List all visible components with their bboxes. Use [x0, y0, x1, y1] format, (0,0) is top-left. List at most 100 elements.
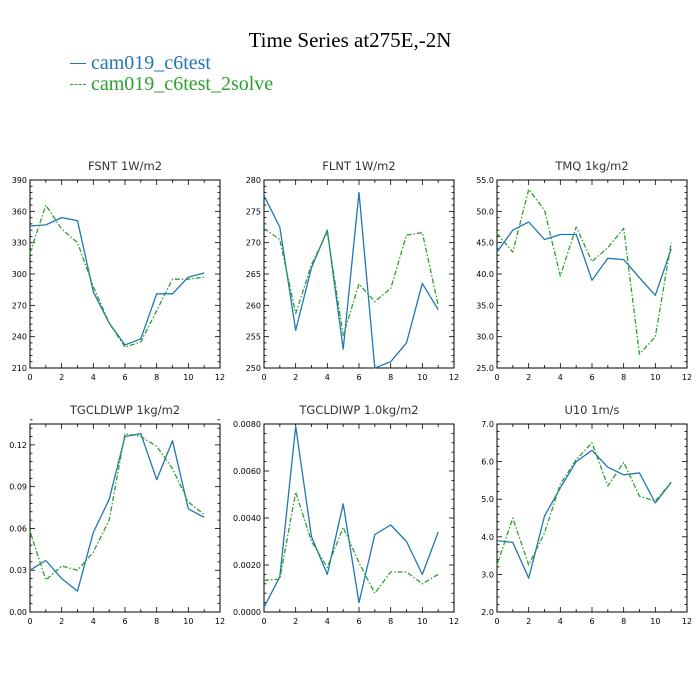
legend-label: cam019_c6test_2solve: [91, 72, 274, 95]
chart-title: TGCLDLWP 1kg/m2: [69, 403, 180, 417]
y-tick-label: 6.0: [481, 458, 494, 467]
y-tick-label: 280: [246, 176, 261, 185]
x-tick-label: 12: [449, 373, 459, 382]
y-tick-label: 3.0: [481, 570, 494, 579]
y-tick-label: 300: [12, 270, 27, 279]
y-tick-label: 0.0040: [233, 514, 261, 523]
x-tick-label: 2: [59, 373, 64, 382]
x-tick-label: 8: [388, 373, 393, 382]
x-tick-label: 4: [558, 373, 563, 382]
x-tick-label: 6: [589, 373, 594, 382]
y-tick-label: 25.0: [476, 364, 494, 373]
series-line-c6test: [29, 433, 205, 592]
y-tick-label: 360: [12, 207, 27, 216]
x-tick-label: 12: [215, 373, 225, 382]
x-tick-label: 0: [494, 617, 499, 626]
x-tick-label: 12: [215, 617, 225, 626]
y-tick-label: 45.0: [476, 239, 494, 248]
plot-frame: [496, 179, 688, 369]
x-tick-label: 4: [558, 617, 563, 626]
x-tick-label: 6: [356, 373, 361, 382]
x-tick-label: 10: [417, 373, 427, 382]
series-line-c6test-2solve: [29, 433, 205, 581]
x-tick-label: 10: [183, 373, 193, 382]
legend-entry-c6test-2solve: cam019_c6test_2solve: [70, 72, 273, 96]
legend-entry-c6test: cam019_c6test: [70, 51, 211, 75]
x-tick-label: 12: [682, 617, 692, 626]
x-tick-label: 4: [325, 373, 330, 382]
x-tick-label: 0: [261, 373, 266, 382]
y-tick-label: 0.0020: [233, 561, 261, 570]
series-line-c6test-2solve: [263, 491, 439, 594]
plot-frame: [29, 423, 221, 613]
x-tick-label: 12: [449, 617, 459, 626]
chart-panel: TGCLDIWP 1.0kg/m2 0 2 4 6 8 10 12 0.0000 0.0020 0.…: [233, 403, 459, 626]
chart-panel: FSNT 1W/m2 0 2 4 6 8 10 12 210 240 270 300 330 360 390: [12, 159, 225, 382]
x-tick-label: 8: [154, 617, 159, 626]
chart-panel: U10 1m/s 0 2 4 6 8 10 12 2.0 3.0 4.0 5.0 6.0 7.0: [481, 403, 692, 626]
y-tick-label: 265: [246, 270, 261, 279]
series-line-c6test-2solve: [496, 442, 672, 566]
series-line-c6test: [496, 221, 672, 296]
x-tick-label: 6: [122, 617, 127, 626]
x-tick-label: 12: [682, 373, 692, 382]
x-tick-label: 10: [183, 617, 193, 626]
y-tick-label: 0.06: [9, 524, 27, 533]
y-tick-label: 240: [12, 333, 27, 342]
chart-panel: FLNT 1W/m2 0 2 4 6 8 10 12 250 255 260 265 270 275 280: [246, 159, 459, 382]
x-tick-label: 2: [293, 373, 298, 382]
y-tick-label: 390: [12, 176, 27, 185]
y-tick-label: 0.03: [9, 566, 27, 575]
y-tick-label: 255: [246, 333, 261, 342]
series-line-c6test-2solve: [496, 188, 672, 355]
x-tick-label: 6: [589, 617, 594, 626]
chart-panel: TGCLDLWP 1kg/m2 0 2 4 6 8 10 12 0.00 0.03 0.06 0.09…: [9, 403, 225, 626]
chart-title: TMQ 1kg/m2: [554, 159, 628, 173]
x-tick-label: 2: [526, 617, 531, 626]
x-tick-label: 8: [388, 617, 393, 626]
y-tick-label: 270: [246, 239, 261, 248]
series-line-c6test: [29, 216, 205, 346]
x-tick-label: 8: [621, 373, 626, 382]
y-tick-label: 0.0080: [233, 420, 261, 429]
chart-title: FLNT 1W/m2: [322, 159, 395, 173]
legend-label: cam019_c6test: [91, 51, 211, 74]
x-tick-label: 10: [650, 373, 660, 382]
x-tick-label: 2: [59, 617, 64, 626]
x-tick-label: 4: [91, 617, 96, 626]
legend-line-solid: [70, 62, 86, 64]
x-tick-label: 4: [91, 373, 96, 382]
x-tick-label: 10: [417, 617, 427, 626]
y-tick-label: 0.0060: [233, 467, 261, 476]
x-tick-label: 2: [526, 373, 531, 382]
chart-title: U10 1m/s: [564, 403, 619, 417]
chart-title: TGCLDIWP 1.0kg/m2: [298, 403, 418, 417]
x-tick-label: 2: [293, 617, 298, 626]
x-tick-label: 0: [27, 617, 32, 626]
x-tick-label: 10: [650, 617, 660, 626]
series-line-c6test: [496, 449, 672, 579]
y-tick-label: 260: [246, 301, 261, 310]
y-tick-label: 0.00: [9, 608, 27, 617]
y-tick-label: 275: [246, 207, 261, 216]
x-tick-label: 8: [154, 373, 159, 382]
figure-title: Time Series at275E,-2N: [248, 28, 452, 52]
series-line-c6test-2solve: [29, 204, 205, 348]
y-tick-label: 0.12: [9, 441, 27, 450]
x-tick-label: 8: [621, 617, 626, 626]
y-tick-label: 0.09: [9, 483, 27, 492]
series-line-c6test: [263, 191, 439, 369]
y-tick-label: 50.0: [476, 207, 494, 216]
y-tick-label: 40.0: [476, 270, 494, 279]
x-tick-label: 4: [325, 617, 330, 626]
y-tick-label: 330: [12, 239, 27, 248]
y-tick-label: 4.0: [481, 533, 494, 542]
x-tick-label: 0: [27, 373, 32, 382]
y-tick-label: 250: [246, 364, 261, 373]
y-tick-label: 35.0: [476, 301, 494, 310]
y-tick-label: 2.0: [481, 608, 494, 617]
x-tick-label: 0: [261, 617, 266, 626]
y-tick-label: 210: [12, 364, 27, 373]
y-tick-label: 55.0: [476, 176, 494, 185]
plot-frame: [29, 179, 221, 369]
